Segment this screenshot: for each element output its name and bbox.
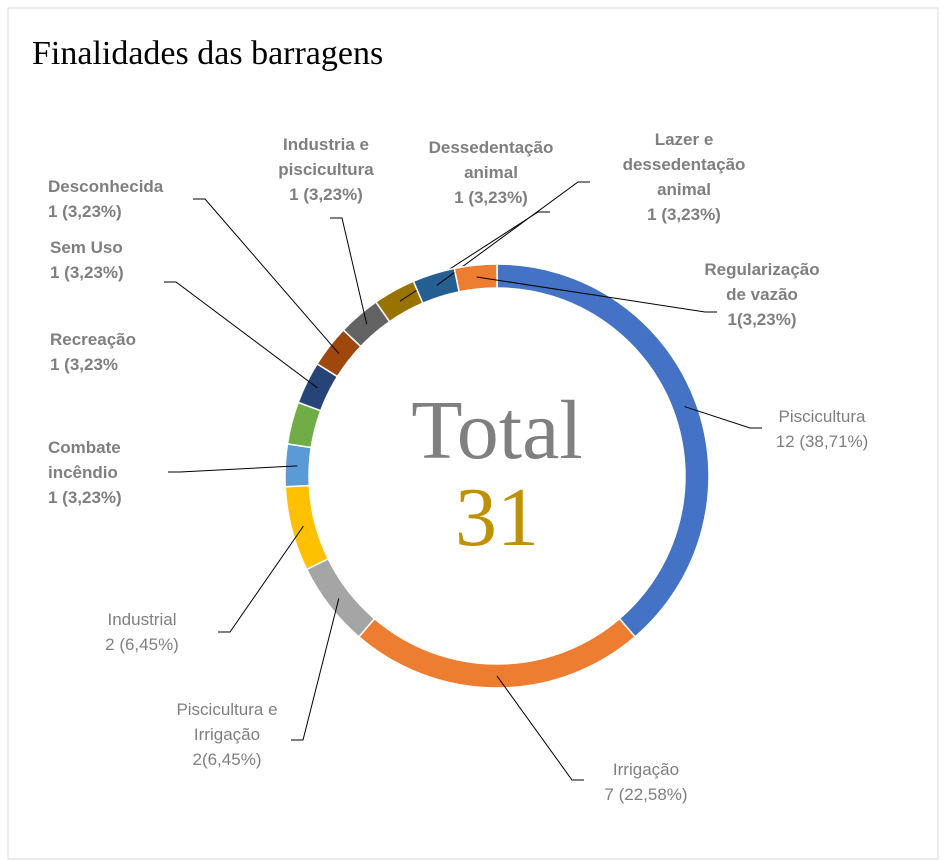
category-label: Piscicultura bbox=[779, 407, 866, 426]
category-label: Sem Uso bbox=[50, 238, 123, 257]
value-label: 1 (3,23%) bbox=[454, 188, 528, 207]
leader-line bbox=[330, 217, 368, 325]
category-label: Industrial bbox=[108, 610, 177, 629]
center-total: 31 bbox=[455, 471, 539, 564]
data-label: Piscicultura 12 (38,71%) bbox=[776, 407, 869, 451]
value-label: 2(6,45%) bbox=[193, 750, 262, 769]
chart-title: Finalidades das barragens bbox=[32, 35, 383, 72]
category-label: Regularização de vazão bbox=[704, 260, 819, 304]
category-line: Combate bbox=[48, 438, 121, 457]
category-label: Industria e piscicultura bbox=[278, 135, 374, 179]
leader-line bbox=[496, 675, 584, 781]
center-label: Total bbox=[411, 384, 582, 477]
category-line: dessedentação bbox=[623, 155, 746, 174]
value-label: 1 (3,23%) bbox=[50, 263, 124, 282]
category-label: Recreação bbox=[50, 330, 136, 349]
category-line: animal bbox=[657, 180, 711, 199]
category-label: Piscicultura e Irrigação bbox=[176, 700, 277, 744]
value-label: 1 (3,23%) bbox=[647, 205, 721, 224]
value-label: 1 (3,23%) bbox=[289, 185, 363, 204]
data-label: Dessedentação animal 1 (3,23%) bbox=[429, 138, 554, 207]
data-label: Combate incêndio 1 (3,23%) bbox=[48, 438, 122, 507]
donut-segment bbox=[284, 443, 313, 488]
category-line: Sem Uso bbox=[50, 238, 123, 257]
value-label: 1 (3,23%) bbox=[48, 488, 122, 507]
donut-segment bbox=[453, 263, 498, 293]
category-label: Lazer e dessedentação animal bbox=[623, 130, 746, 199]
value-label: 1 (3,23%) bbox=[48, 202, 122, 221]
data-label: Sem Uso 1 (3,23%) bbox=[50, 238, 124, 282]
category-label: Irrigação bbox=[613, 760, 679, 779]
data-label: Irrigação 7 (22,58%) bbox=[604, 760, 687, 804]
frame bbox=[7, 7, 939, 860]
category-line: Piscicultura bbox=[779, 407, 866, 426]
category-label: Dessedentação animal bbox=[429, 138, 554, 182]
data-label: Industrial 2 (6,45%) bbox=[105, 610, 179, 654]
data-label: Recreação 1 (3,23% bbox=[50, 330, 136, 374]
category-line: Dessedentação bbox=[429, 138, 554, 157]
category-line: Irrigação bbox=[194, 725, 260, 744]
value-label: 12 (38,71%) bbox=[776, 432, 869, 451]
leader-line bbox=[476, 276, 717, 313]
data-label: Piscicultura e Irrigação 2(6,45%) bbox=[176, 700, 277, 769]
leader-line bbox=[218, 525, 304, 633]
leader-line bbox=[168, 465, 298, 473]
leader-line bbox=[436, 181, 590, 286]
category-line: Irrigação bbox=[613, 760, 679, 779]
leader-line bbox=[684, 406, 762, 429]
category-line: Industria e bbox=[283, 135, 369, 154]
category-label: Combate incêndio bbox=[48, 438, 121, 482]
value-label: 1 (3,23% bbox=[50, 355, 118, 374]
category-line: incêndio bbox=[48, 463, 118, 482]
category-line: de vazão bbox=[726, 285, 798, 304]
category-line: Desconhecida bbox=[48, 177, 164, 196]
data-label: Regularização de vazão 1(3,23%) bbox=[704, 260, 819, 329]
leader-line bbox=[164, 281, 318, 389]
category-line: Industrial bbox=[108, 610, 177, 629]
value-label: 2 (6,45%) bbox=[105, 635, 179, 654]
category-line: Regularização bbox=[704, 260, 819, 279]
category-line: Piscicultura e bbox=[176, 700, 277, 719]
data-label: Desconhecida 1 (3,23%) bbox=[48, 177, 164, 221]
data-label: Lazer e dessedentação animal 1 (3,23%) bbox=[623, 130, 746, 224]
data-label: Industria e piscicultura 1 (3,23%) bbox=[278, 135, 374, 204]
leader-line bbox=[291, 598, 340, 741]
category-line: Recreação bbox=[50, 330, 136, 349]
value-label: 1(3,23%) bbox=[728, 310, 797, 329]
category-line: animal bbox=[464, 163, 518, 182]
value-label: 7 (22,58%) bbox=[604, 785, 687, 804]
category-label: Desconhecida bbox=[48, 177, 164, 196]
leader-line bbox=[193, 198, 340, 354]
category-line: piscicultura bbox=[278, 160, 374, 179]
category-line: Lazer e bbox=[655, 130, 714, 149]
